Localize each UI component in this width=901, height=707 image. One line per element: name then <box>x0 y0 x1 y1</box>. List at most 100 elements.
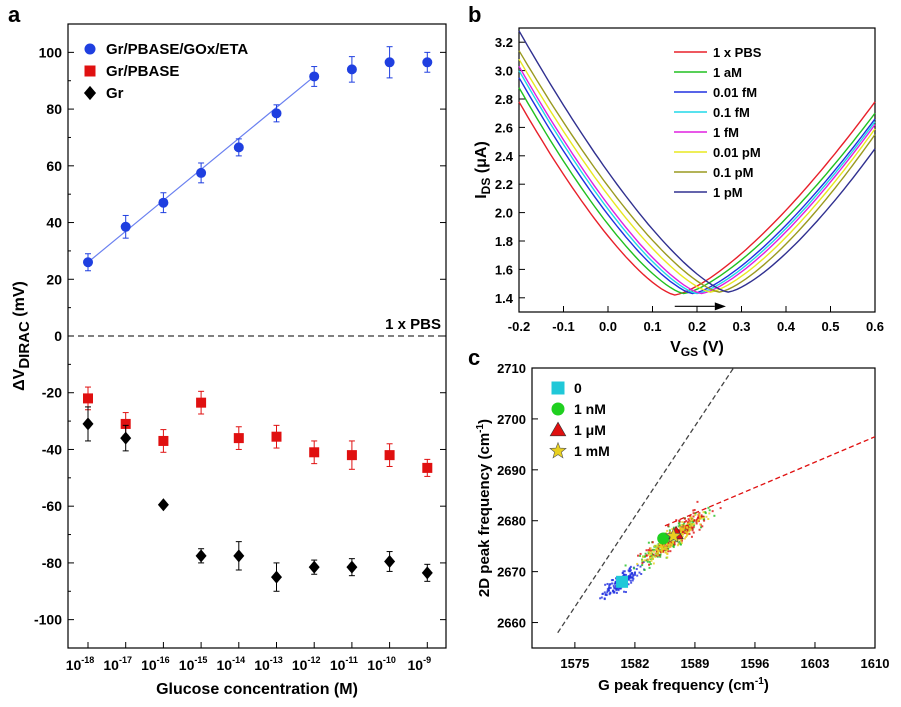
y-tick-label-c: 2690 <box>497 463 526 478</box>
y-tick-label-a: -40 <box>42 441 62 457</box>
cloud-point <box>637 554 640 557</box>
y-tick-label-c: 2670 <box>497 565 526 580</box>
cloud-point <box>643 555 646 558</box>
data-point-square <box>346 450 357 461</box>
data-point-diamond <box>346 560 358 574</box>
cloud-point <box>624 564 627 567</box>
cloud-point <box>664 551 667 554</box>
cloud-point <box>684 535 687 538</box>
cloud-point <box>627 583 630 586</box>
cloud-point <box>613 586 616 589</box>
x-tick-label-a: 10-18 <box>66 655 95 673</box>
x-tick-label-a: 10-12 <box>292 655 321 673</box>
cloud-point <box>639 552 642 555</box>
cloud-point <box>698 515 701 518</box>
cloud-point <box>649 552 652 555</box>
data-point-diamond <box>308 560 320 574</box>
legend-label-c: 0 <box>574 380 582 396</box>
x-tick-label-c: 1575 <box>560 656 589 671</box>
cloud-point <box>719 507 722 510</box>
y-tick-label-a: 40 <box>46 215 62 231</box>
panel-a-label: a <box>8 2 21 27</box>
x-tick-label-b: 0.0 <box>599 319 617 334</box>
cloud-point <box>656 549 659 552</box>
cloud-point <box>604 583 607 586</box>
cloud-point <box>698 512 701 515</box>
x-tick-label-a: 10-13 <box>254 655 283 673</box>
cloud-point <box>693 508 696 511</box>
cloud-point <box>682 529 685 532</box>
legend-marker-a <box>83 85 97 101</box>
cloud-point <box>692 523 695 526</box>
cloud-point <box>615 591 618 594</box>
cloud-point <box>691 518 694 521</box>
cloud-point <box>627 576 630 579</box>
cloud-point <box>628 567 631 570</box>
cloud-point <box>601 592 604 595</box>
cloud-point <box>648 560 651 563</box>
cloud-point <box>687 518 690 521</box>
cloud-point <box>652 558 655 561</box>
plot-frame-c <box>531 367 876 649</box>
cloud-point <box>694 514 697 517</box>
transfer-curve <box>518 50 876 293</box>
x-tick-label-a: 10-16 <box>141 655 170 673</box>
data-point-square <box>158 435 169 446</box>
cloud-point <box>672 526 675 529</box>
data-point-circle <box>158 197 169 208</box>
data-point-square <box>196 397 207 408</box>
cloud-point <box>599 597 602 600</box>
cloud-point <box>690 524 693 527</box>
cloud-point <box>629 573 632 576</box>
cloud-point <box>625 573 628 576</box>
cloud-point <box>688 532 691 535</box>
legend-marker-c <box>551 402 565 416</box>
x-tick-label-a: 10-17 <box>103 655 132 673</box>
x-tick-label-c: 1589 <box>680 656 709 671</box>
data-point-diamond <box>233 549 245 563</box>
cloud-point <box>655 548 658 551</box>
cloud-point <box>696 518 699 521</box>
cloud-point <box>691 529 694 532</box>
x-tick-label-b: 0.1 <box>643 319 661 334</box>
x-tick-label-a: 10-14 <box>217 655 246 673</box>
cloud-point <box>641 560 644 563</box>
cloud-point <box>666 549 669 552</box>
cloud-point <box>651 552 654 555</box>
cloud-point <box>667 524 670 527</box>
shift-arrow-head <box>714 302 726 311</box>
data-point-square <box>233 433 244 444</box>
cloud-point <box>658 554 661 557</box>
cloud-point <box>680 528 683 531</box>
cloud-point <box>686 534 689 537</box>
x-tick-label-a: 10-11 <box>330 655 358 673</box>
x-tick-label-c: 1596 <box>740 656 769 671</box>
cloud-point <box>632 577 635 580</box>
legend-label-b: 1 aM <box>713 65 742 80</box>
cloud-point <box>643 568 646 571</box>
cloud-point <box>692 509 695 512</box>
data-point-diamond <box>421 566 433 580</box>
cloud-point <box>701 525 704 528</box>
cloud-point <box>630 572 633 575</box>
cloud-point <box>619 587 622 590</box>
transfer-curve <box>518 30 876 293</box>
cloud-point <box>621 571 624 574</box>
cloud-point <box>672 546 675 549</box>
cloud-point <box>708 509 711 512</box>
cloud-point <box>622 570 625 573</box>
x-tick-label-b: -0.1 <box>552 319 574 334</box>
cloud-point <box>705 515 708 518</box>
cloud-point <box>683 520 686 523</box>
cloud-point <box>660 549 663 552</box>
cloud-point <box>702 518 705 521</box>
cloud-point <box>608 587 611 590</box>
cloud-point <box>682 527 685 530</box>
cloud-point <box>660 544 663 547</box>
cloud-point <box>614 584 617 587</box>
cloud-point <box>641 559 644 562</box>
cloud-point <box>643 559 646 562</box>
y-tick-label-a: 100 <box>39 44 63 60</box>
x-tick-label-c: 1610 <box>861 656 890 671</box>
cloud-point <box>661 545 664 548</box>
